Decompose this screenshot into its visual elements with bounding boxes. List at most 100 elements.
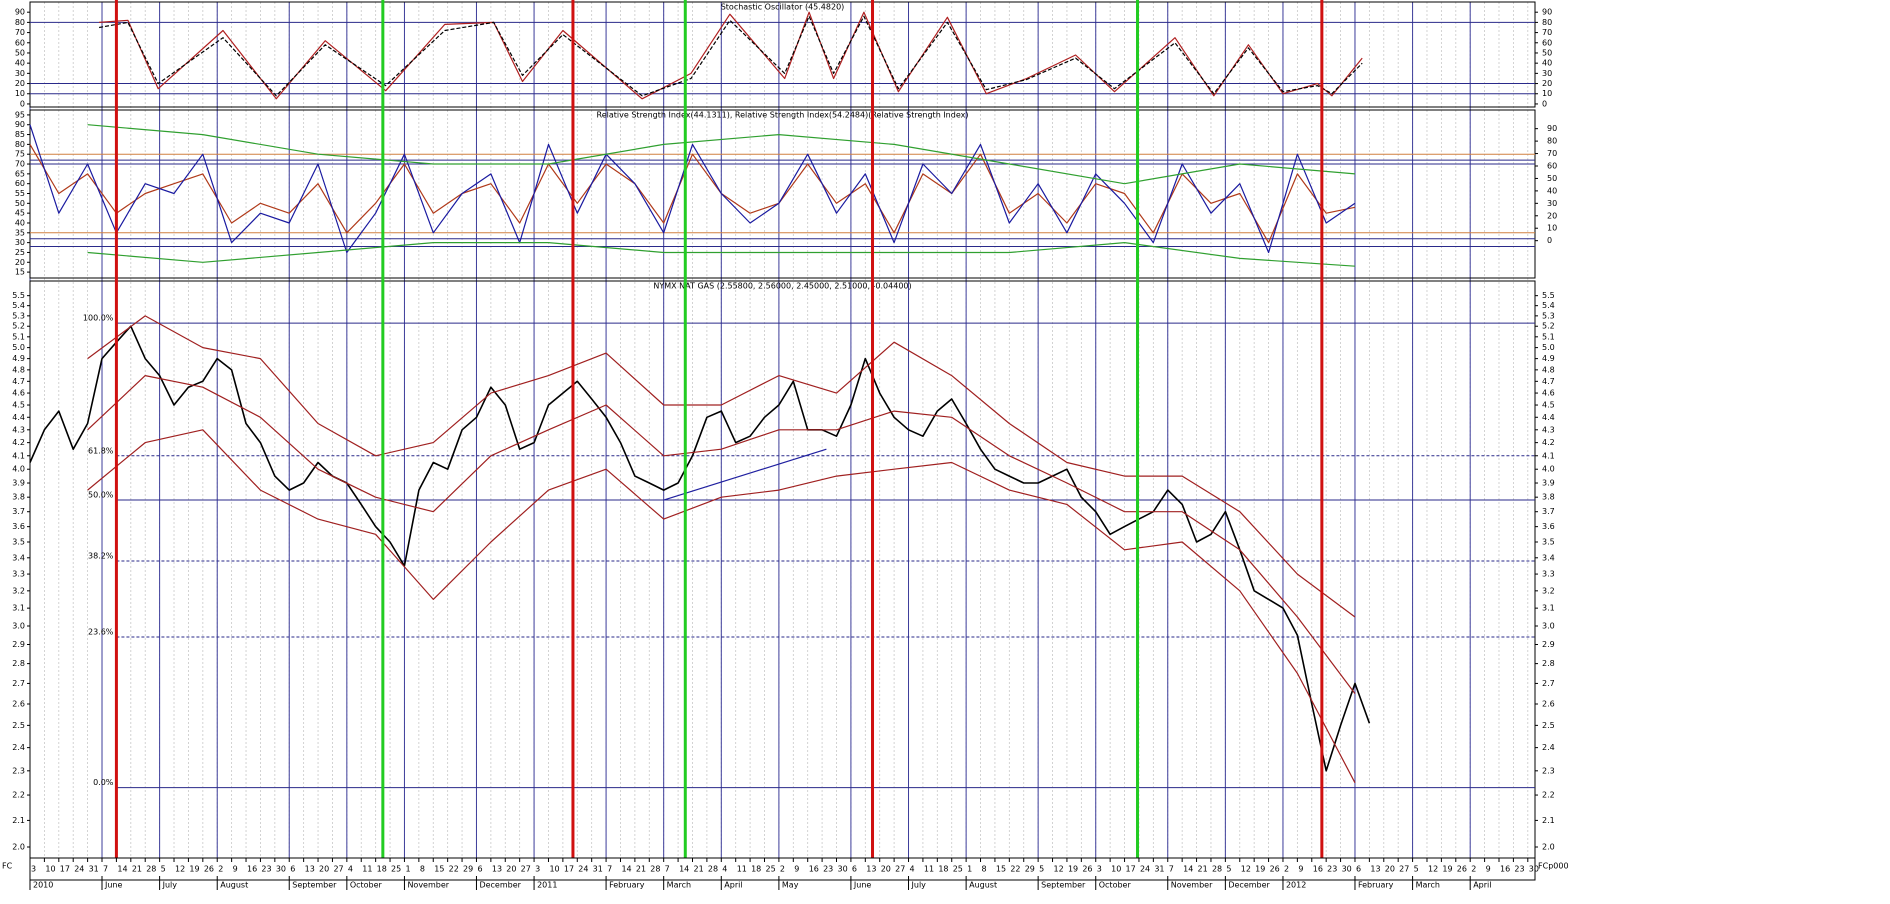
y-tick-label: 10 (15, 89, 25, 98)
day-label: 30 (276, 865, 286, 874)
y-tick-label: 3.1 (1542, 604, 1555, 613)
day-label: 9 (1298, 865, 1303, 874)
y-tick-label: 60 (1542, 38, 1552, 47)
day-label: 20 (881, 865, 891, 874)
day-label: 22 (1010, 865, 1020, 874)
day-label: 21 (693, 865, 703, 874)
day-label: 26 (1270, 865, 1280, 874)
series-line (87, 124, 1356, 185)
day-label: 21 (1198, 865, 1208, 874)
y-tick-label: 4.6 (1542, 389, 1555, 398)
series-line (87, 429, 1356, 784)
day-label: 26 (1082, 865, 1092, 874)
day-label: 6 (290, 865, 295, 874)
day-label: 1 (967, 865, 972, 874)
day-label: 24 (74, 865, 84, 874)
y-tick-label: 4.6 (12, 389, 25, 398)
month-label: August (220, 881, 248, 890)
day-label: 27 (895, 865, 905, 874)
day-label: 31 (1154, 865, 1164, 874)
day-label: 16 (809, 865, 819, 874)
day-label: 28 (650, 865, 660, 874)
day-label: 2 (1284, 865, 1289, 874)
day-label: 30 (1529, 865, 1539, 874)
y-tick-label: 60 (15, 179, 25, 188)
y-tick-label: 30 (15, 69, 25, 78)
y-tick-label: 5.3 (12, 311, 25, 320)
day-label: 26 (204, 865, 214, 874)
y-tick-label: 2.5 (1542, 721, 1555, 730)
day-label: 26 (1457, 865, 1467, 874)
panel-frame (29, 1, 1536, 108)
day-label: 8 (420, 865, 425, 874)
day-label: 16 (1500, 865, 1510, 874)
month-label: August (969, 881, 997, 890)
series-line (29, 144, 1356, 244)
day-label: 20 (506, 865, 516, 874)
y-tick-label: 4.0 (12, 465, 25, 474)
date-axis-frame (29, 857, 1536, 881)
day-label: 15 (996, 865, 1006, 874)
day-label: 7 (1169, 865, 1174, 874)
y-tick-label: 3.1 (12, 604, 25, 613)
day-label: 7 (607, 865, 612, 874)
y-tick-label: 90 (15, 120, 25, 129)
month-label: February (609, 881, 645, 890)
month-label: July (911, 881, 927, 890)
month-label: March (667, 881, 691, 890)
month-label: December (1228, 881, 1270, 890)
y-tick-label: 50 (15, 48, 25, 57)
day-label: 6 (477, 865, 482, 874)
y-tick-label: 5.5 (12, 291, 25, 300)
day-label: 4 (348, 865, 353, 874)
y-tick-label: 4.8 (1542, 365, 1555, 374)
day-label: 9 (1486, 865, 1491, 874)
day-label: 2 (218, 865, 223, 874)
y-tick-label: 3.6 (12, 522, 25, 531)
y-tick-label: 5.1 (1542, 332, 1555, 341)
month-label: June (853, 881, 872, 890)
day-label: 3 (31, 865, 36, 874)
y-tick-label: 3.7 (12, 507, 25, 516)
y2-tick-label: 90 (1547, 124, 1557, 133)
y-tick-label: 3.5 (12, 537, 25, 546)
month-label: November (407, 881, 449, 890)
y-tick-label: 30 (1542, 69, 1552, 78)
day-label: 21 (636, 865, 646, 874)
day-label: 9 (794, 865, 799, 874)
y-tick-label: 2.6 (1542, 700, 1555, 709)
day-label: 13 (492, 865, 502, 874)
day-label: 11 (737, 865, 747, 874)
day-label: 29 (1025, 865, 1035, 874)
y-tick-label: 80 (15, 140, 25, 149)
y-tick-label: 2.6 (12, 700, 25, 709)
month-label: April (1473, 881, 1491, 890)
month-label: September (292, 881, 337, 890)
y-tick-label: 0 (20, 99, 25, 108)
panel-title: Stochastic Oscillator (45.4820) (721, 3, 845, 12)
day-label: 31 (593, 865, 603, 874)
day-label: 5 (161, 865, 166, 874)
y-tick-label: 60 (15, 38, 25, 47)
y-tick-label: 55 (15, 189, 25, 198)
y-tick-label: 2.2 (1542, 791, 1555, 800)
y2-tick-label: 50 (1547, 174, 1557, 183)
day-label: 28 (1212, 865, 1222, 874)
day-label: 3 (535, 865, 540, 874)
y-tick-label: 2.7 (12, 679, 25, 688)
day-label: 14 (117, 865, 127, 874)
day-label: 18 (751, 865, 761, 874)
y-tick-label: 40 (15, 218, 25, 227)
fib-label: 50.0% (88, 491, 114, 500)
y-tick-label: 4.7 (12, 377, 25, 386)
y-tick-label: 3.8 (1542, 493, 1555, 502)
day-label: 20 (319, 865, 329, 874)
day-label: 17 (60, 865, 70, 874)
y2-tick-label: 30 (1547, 199, 1557, 208)
y-tick-label: 2.5 (12, 721, 25, 730)
day-label: 18 (938, 865, 948, 874)
y-tick-label: 3.5 (1542, 537, 1555, 546)
panel-title: Relative Strength Index(44.1311), Relati… (597, 111, 969, 120)
month-label: March (1416, 881, 1440, 890)
day-label: 4 (722, 865, 727, 874)
